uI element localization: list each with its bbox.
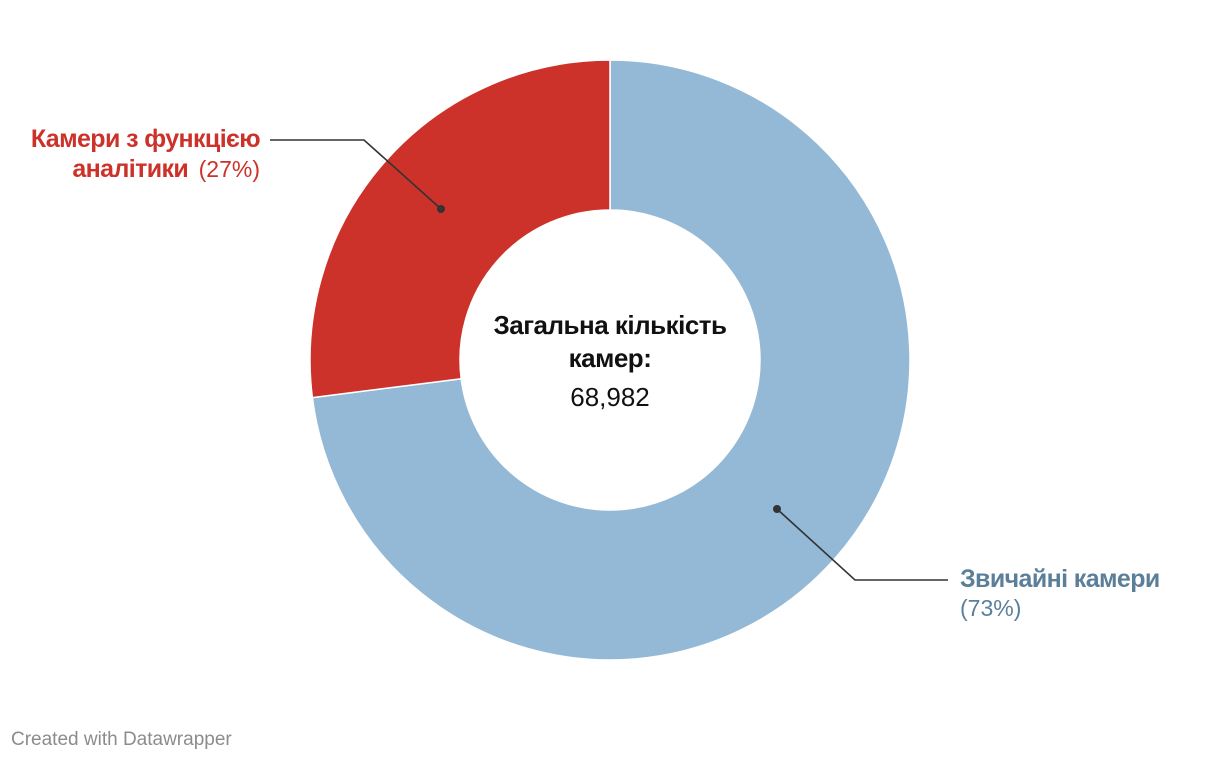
- slice-label-analytics-line1: Камери з функцією: [31, 125, 260, 153]
- slice-label-analytics: Камери з функцією: [31, 125, 260, 153]
- donut-slices: [309, 59, 911, 661]
- slice-analytics-cameras: [309, 59, 611, 399]
- slice-percent-regular: (73%): [960, 595, 1021, 621]
- leader-lines: [270, 139, 948, 581]
- leader-dot-regular: [773, 505, 781, 513]
- slice-label-analytics-second: аналітики (27%): [72, 155, 260, 183]
- center-title-line1: Загальна кількість: [493, 310, 726, 340]
- center-value: 68,982: [570, 382, 650, 412]
- slice-percent-analytics: (27%): [199, 156, 260, 182]
- center-title-line2: камер:: [569, 343, 652, 373]
- slice-label-regular: Звичайні камери: [960, 565, 1160, 593]
- leader-dot-analytics: [437, 205, 445, 213]
- leader-line-regular: [776, 508, 948, 581]
- slice-regular-cameras: [311, 59, 911, 661]
- slice-percent-regular-text: (73%): [960, 595, 1021, 621]
- slice-label-regular-line1: Звичайні камери: [960, 565, 1160, 593]
- datawrapper-credit: Created with Datawrapper: [11, 729, 232, 750]
- leader-line-analytics: [270, 139, 442, 210]
- slice-label-analytics-line2: аналітики: [72, 155, 188, 183]
